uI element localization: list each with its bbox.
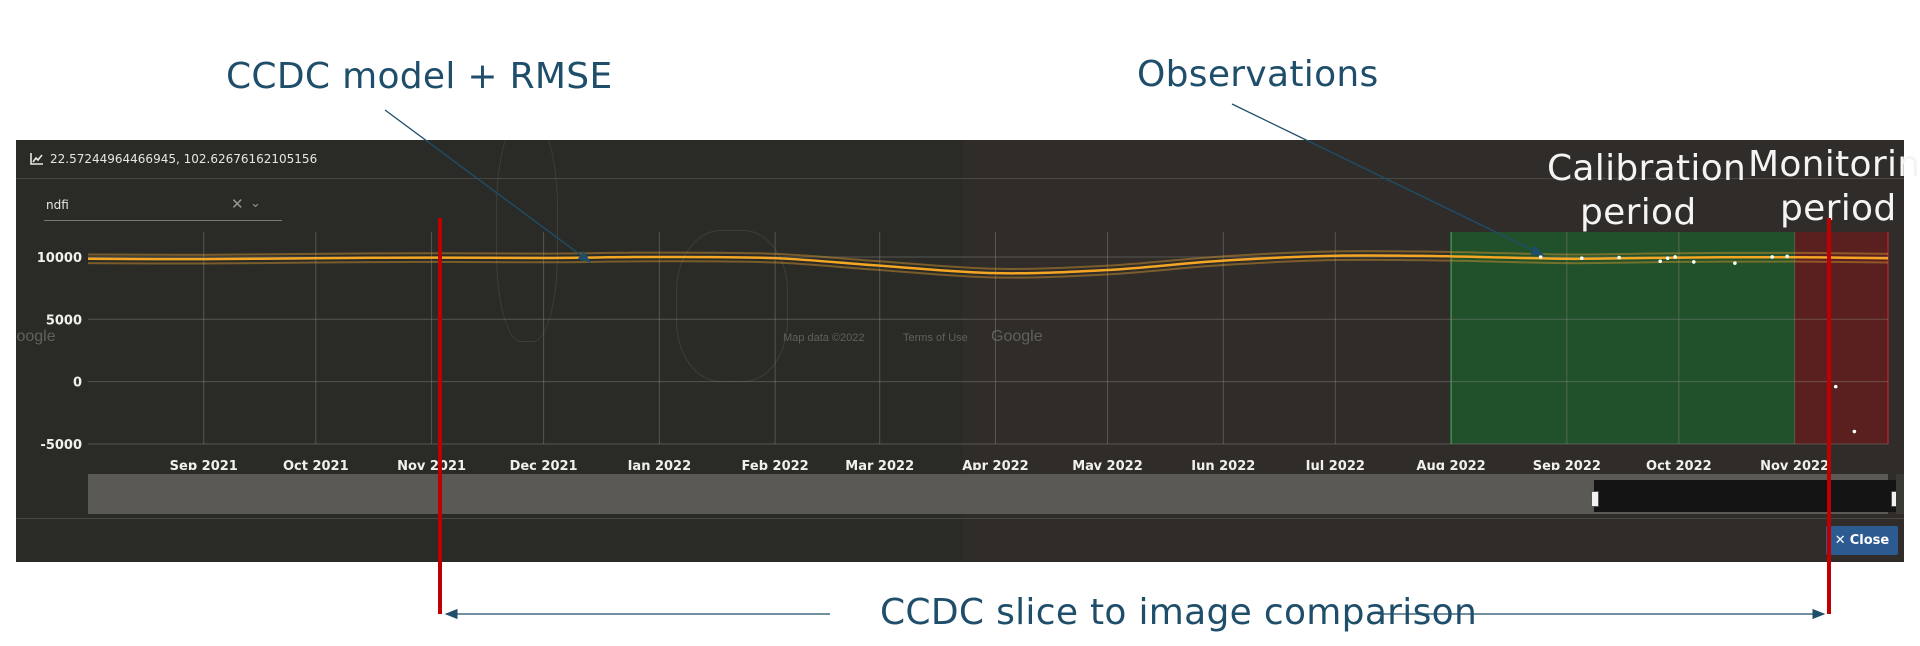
range-handle-left[interactable] [1591,491,1599,507]
observation-point [1673,255,1677,259]
x-tick-label: Nov 2021 [397,459,466,470]
x-tick-label: May 2022 [1072,459,1143,470]
observation-point [1665,256,1670,260]
ccdc-model-line [87,254,1889,275]
x-tick-label: Jul 2022 [1305,459,1365,470]
chart-panel: Google Google Map data ©2022 Terms of Us… [16,140,1904,562]
slice-comparison-annotation: CCDC slice to image comparison [880,592,1478,633]
navigator-scrollbar[interactable] [1896,474,1904,514]
rmse-lower-line [87,258,1889,279]
y-tick-label: 5000 [46,313,82,328]
x-tick-label: Oct 2021 [283,459,349,470]
navigator-selected-range[interactable] [1594,480,1896,512]
map-data-label: Map data ©2022 [783,332,865,344]
close-icon: ✕ [1834,533,1846,548]
navigator-track[interactable] [88,474,1888,514]
slice-start-rule [438,218,442,614]
chevron-down-icon[interactable]: ⌄ [250,195,261,210]
ccdc-model-annotation: CCDC model + RMSE [226,56,613,97]
observation-point [1617,255,1621,260]
observation-point [1658,259,1662,264]
calibration-period-label-line1: Calibration [1547,148,1747,189]
slice-end-rule [1827,218,1831,614]
chart-icon [30,153,43,165]
map-river-shape [676,230,788,382]
monitoring-period-band [1794,232,1888,444]
clear-icon[interactable]: ✕ [231,196,244,213]
x-tick-label: Dec 2021 [510,459,578,470]
chart-header: 22.57244964466945, 102.62676162105156 [16,140,1904,179]
y-tick-label: 10000 [37,251,82,266]
x-tick-label: Oct 2022 [1646,459,1712,470]
x-tick-label: Jan 2022 [627,459,692,470]
observation-point [1692,260,1696,264]
observation-point [1852,429,1857,434]
x-tick-label: Sep 2021 [170,459,238,470]
x-tick-label: Mar 2022 [845,459,914,470]
y-tick-label: 0 [73,376,82,391]
monitoring-period-label-line1: Monitoring [1748,144,1920,185]
x-tick-label: Aug 2022 [1416,459,1485,470]
range-navigator[interactable] [88,474,1904,514]
observation-point [1785,254,1789,259]
map-terms-label: Terms of Use [903,332,968,344]
calibration-period-band [1451,232,1795,444]
band-select[interactable] [44,196,282,221]
observation-point [1538,255,1543,259]
ccdc-model-leader [384,109,592,263]
coordinates-label: 22.57244964466945, 102.62676162105156 [50,152,318,166]
x-tick-label: Feb 2022 [742,459,809,470]
observation-point [1733,261,1737,265]
rmse-upper-line [87,250,1889,270]
observations-leader [1231,103,1545,256]
x-tick-label: Jun 2022 [1190,459,1255,470]
observation-point [1770,255,1775,259]
observations-annotation: Observations [1137,54,1379,95]
y-tick-label: -5000 [40,438,82,453]
calibration-period-label-line2: period [1580,192,1697,233]
band-select-value: ndfi [46,198,69,212]
observation-point [1579,256,1584,260]
footer-divider [16,518,1904,519]
x-tick-label: Nov 2022 [1760,459,1829,470]
monitoring-period-label-line2: period [1780,188,1897,229]
time-series-chart: 10000 5000 0 -5000 Sep 2021 Oct 2021 Nov 2021… [37,232,1889,470]
map-google-label: Google [991,328,1043,345]
x-tick-label: Sep 2022 [1533,459,1601,470]
map-google-label: Google [16,328,56,345]
map-river-shape [496,140,558,342]
close-label: Close [1849,533,1890,548]
observation-point [1833,384,1838,389]
close-button[interactable]: ✕ Close [1826,526,1898,555]
x-tick-label: Apr 2022 [962,459,1029,470]
